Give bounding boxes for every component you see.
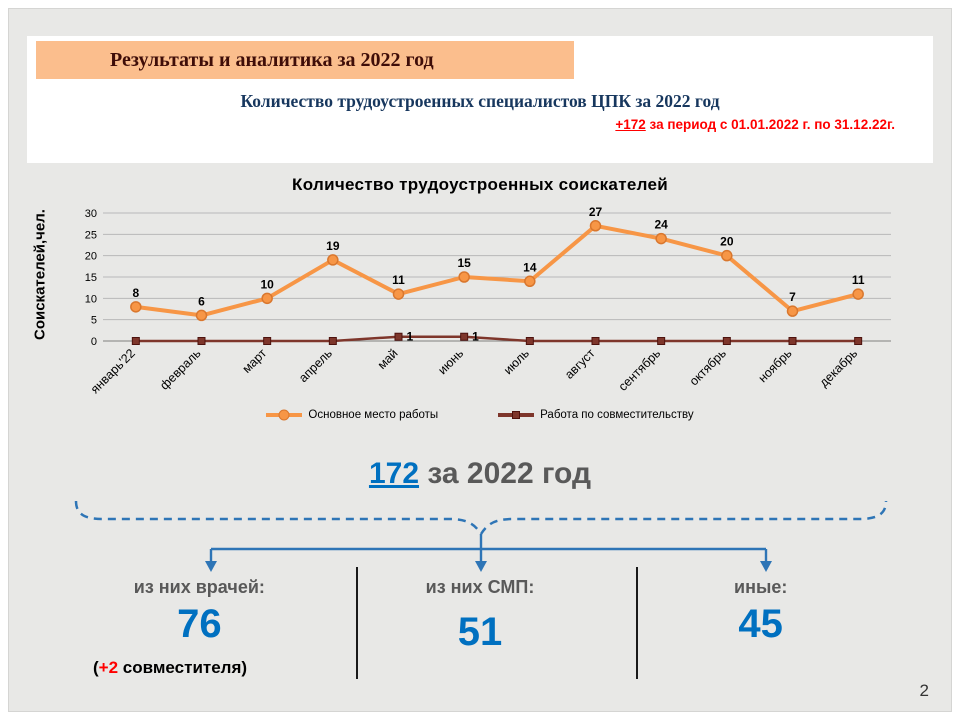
legend-label-secondary: Работа по совместительству [540,409,694,421]
svg-text:20: 20 [85,251,97,263]
others-label: иные: [734,577,788,597]
note-rest: совместителя) [118,658,248,677]
svg-text:15: 15 [85,272,97,284]
svg-text:апрель: апрель [296,346,335,385]
svg-text:январь'22: январь'22 [88,346,138,396]
breakdown-others: иные: 45 [620,577,901,678]
svg-text:10: 10 [85,293,97,305]
svg-text:0: 0 [91,336,97,348]
smp-label: из них СМП: [425,577,535,597]
svg-text:1: 1 [472,330,479,344]
period-note: +172 за период с 01.01.2022 г. по 31.12.… [615,117,895,132]
svg-text:10: 10 [260,277,274,291]
note-highlight: +2 [98,658,119,677]
arrow-lines [209,534,768,562]
brace-connector [74,500,888,572]
arrow-head-center [475,561,487,572]
svg-text:14: 14 [523,260,537,274]
total-suffix: за 2022 год [419,457,592,490]
svg-text:октябрь: октябрь [687,346,729,388]
svg-text:август: август [562,346,598,382]
svg-text:6: 6 [198,294,205,308]
period-text: за период с 01.01.2022 г. по 31.12.22г. [645,117,895,132]
svg-text:5: 5 [91,315,97,327]
arrow-head-right [760,561,772,572]
svg-text:24: 24 [654,218,668,232]
doctors-value: 76 [177,602,222,646]
note-open: ( [93,658,99,677]
svg-text:8: 8 [132,286,139,300]
legend-marker-square-icon [498,411,535,419]
svg-text:11: 11 [852,273,865,287]
doctors-label: из них врачей: [133,577,265,597]
legend-marker-circle-icon [266,409,303,421]
legend-item-secondary: Работа по совместительству [498,409,694,421]
svg-text:июнь: июнь [435,346,466,377]
svg-text:1: 1 [407,330,414,344]
svg-text:15: 15 [457,256,471,270]
slide: Результаты и аналитика за 2022 год Колич… [8,8,952,712]
column-divider-left [356,567,358,679]
svg-text:20: 20 [720,235,734,249]
slide-title: Результаты и аналитика за 2022 год [110,48,434,71]
dashed-brace [74,500,888,537]
svg-text:сентябрь: сентябрь [616,346,664,394]
breakdown-doctors: из них врачей: 76 (+2 совместителя) [59,577,340,678]
svg-text:7: 7 [789,290,796,304]
svg-text:25: 25 [85,229,97,241]
subtitle: Количество трудоустроенных специалистов … [240,91,720,111]
svg-text:май: май [375,346,401,372]
y-axis-title: Соискателей,чел. [31,209,49,341]
arrow-head-left [205,561,217,572]
smp-value: 51 [457,610,503,654]
breakdown-smp: из них СМП: 51 [340,577,621,678]
breakdown: из них врачей: 76 (+2 совместителя) из н… [59,577,901,678]
svg-text:11: 11 [392,273,405,287]
chart-legend: Основное место работы Работа по совмести… [9,409,951,421]
period-total-link[interactable]: +172 [615,117,646,132]
doctors-note: (+2 совместителя) [59,658,340,678]
svg-text:30: 30 [85,208,97,220]
svg-text:27: 27 [589,205,603,219]
svg-text:февраль: февраль [157,346,203,392]
others-value: 45 [738,602,783,646]
chart-title: Количество трудоустроенных соискателей [292,175,668,194]
legend-label-primary: Основное место работы [308,409,439,421]
summary-total: 172 за 2022 год [9,457,951,491]
legend-item-primary: Основное место работы [266,409,438,421]
total-link[interactable]: 172 [368,457,420,490]
svg-text:декабрь: декабрь [817,346,861,390]
svg-text:ноябрь: ноябрь [756,346,795,385]
title-banner: Результаты и аналитика за 2022 год [36,41,574,79]
svg-text:март: март [240,346,270,376]
page-number: 2 [919,681,929,700]
svg-text:июль: июль [501,346,532,377]
svg-text:19: 19 [326,239,340,253]
column-divider-right [636,567,638,679]
